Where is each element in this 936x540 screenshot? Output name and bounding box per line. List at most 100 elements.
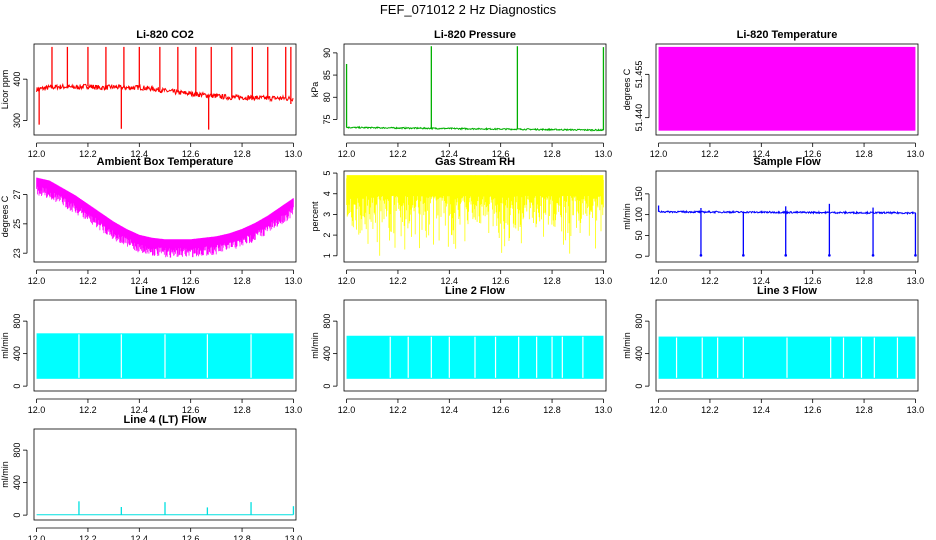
x-tick-label: 12.8: [855, 405, 873, 415]
x-tick-label: 12.6: [492, 149, 510, 159]
panel-ambient_temp: Ambient Box Temperature degrees C 12.0 12.2…: [0, 156, 302, 286]
x-tick-label: 12.0: [28, 276, 46, 286]
panel-title: Line 4 (LT) Flow: [124, 414, 207, 426]
panel-title: Li-820 Temperature: [737, 29, 838, 41]
x-tick-label: 12.4: [441, 276, 459, 286]
x-axis: 12.0 12.2 12.4 12.6 12.8 13.0: [28, 527, 302, 540]
panel-line3: Line 3 Flow ml/min 12.0 12.2 12.4 12.6 12.8 13.…: [622, 285, 924, 415]
plot-frame: [343, 43, 607, 136]
x-tick-label: 12.8: [855, 276, 873, 286]
y-axis-label: degrees C: [0, 195, 10, 237]
x-tick-label: 12.4: [131, 149, 149, 159]
y-axis-label: ml/min: [622, 332, 632, 359]
x-tick-label: 12.6: [182, 534, 200, 540]
series-line2: [346, 335, 604, 379]
y-tick-label: 400: [12, 72, 22, 87]
y-axis: 23 25 27: [12, 189, 28, 258]
x-axis: 12.0 12.2 12.4 12.6 12.8 13.0: [650, 398, 924, 415]
y-axis: 51.440 51.455: [634, 61, 650, 132]
x-tick-label: 12.4: [131, 405, 149, 415]
panel-gas_rh: Gas Stream RH percent 12.0 12.2 12.4 12.6 12.8…: [310, 156, 612, 286]
x-tick-label: 12.4: [753, 405, 771, 415]
x-tick-label: 12.2: [79, 405, 97, 415]
x-tick-label: 12.6: [804, 405, 822, 415]
y-axis-label: ml/min: [622, 203, 632, 230]
y-axis-label: ml/min: [0, 461, 10, 488]
x-tick-label: 12.2: [79, 534, 97, 540]
x-tick-label: 12.2: [79, 276, 97, 286]
dip-point: [914, 254, 917, 257]
y-tick-label: 2: [322, 233, 332, 238]
value-band: [658, 46, 916, 131]
x-tick-label: 12.0: [338, 149, 356, 159]
x-tick-label: 12.8: [233, 149, 251, 159]
x-axis: 12.0 12.2 12.4 12.6 12.8 13.0: [650, 269, 925, 286]
x-tick-label: 12.2: [701, 149, 719, 159]
y-axis-label: degrees C: [622, 68, 632, 110]
figure-title: FEF_071012 2 Hz Diagnostics: [380, 2, 557, 17]
x-tick-label: 13.0: [907, 149, 925, 159]
series-line4: [36, 501, 295, 516]
y-axis: 0 400 800: [12, 314, 28, 389]
plot-frame: [655, 299, 919, 392]
x-tick-label: 12.6: [182, 276, 200, 286]
panel-title: Li-820 CO2: [136, 29, 193, 41]
x-axis: 12.0 12.2 12.4 12.6 12.8 13.0: [650, 142, 925, 159]
x-axis: 12.0 12.2 12.4 12.6 12.8 13.0: [338, 398, 612, 415]
plot-frame: [33, 299, 297, 392]
y-tick-label: 3: [322, 212, 332, 217]
x-tick-label: 12.6: [182, 405, 200, 415]
series-co2: [36, 46, 294, 130]
x-tick-label: 12.4: [131, 276, 149, 286]
dip-point: [699, 254, 703, 257]
y-tick-label: 25: [12, 219, 22, 229]
y-tick-label: 0: [12, 513, 22, 518]
y-tick-label: 400: [634, 346, 644, 361]
series-line1: [36, 333, 294, 379]
panel-title: Ambient Box Temperature: [97, 156, 234, 168]
y-tick-label: 800: [12, 443, 22, 458]
y-tick-label: 90: [322, 48, 332, 58]
x-tick-label: 12.8: [233, 534, 251, 540]
x-tick-label: 13.0: [595, 276, 613, 286]
x-tick-label: 12.6: [492, 405, 510, 415]
series-pressure: [345, 46, 605, 132]
panel-title: Gas Stream RH: [435, 156, 515, 168]
y-tick-label: 80: [322, 92, 332, 102]
x-tick-label: 12.8: [543, 405, 561, 415]
y-tick-label: 400: [12, 346, 22, 361]
y-axis: 300 400: [12, 72, 28, 128]
x-tick-label: 12.2: [701, 405, 719, 415]
rh-trace: [346, 175, 604, 256]
x-tick-label: 12.8: [543, 276, 561, 286]
dip-point: [828, 254, 831, 257]
panel-title: Sample Flow: [753, 156, 821, 168]
y-tick-label: 150: [634, 186, 644, 201]
series-gas_rh: [346, 175, 604, 256]
y-tick-label: 5: [322, 171, 332, 176]
x-tick-label: 13.0: [907, 276, 925, 286]
y-tick-label: 51.440: [634, 104, 644, 132]
x-tick-label: 12.8: [233, 405, 251, 415]
dip-point: [871, 254, 875, 257]
y-tick-label: 400: [322, 346, 332, 361]
panel-licor_temp: Li-820 Temperature degrees C 12.0 12.2 12.4 1…: [622, 29, 924, 159]
y-tick-label: 75: [322, 114, 332, 124]
x-tick-label: 12.4: [753, 276, 771, 286]
y-axis-label: percent: [310, 201, 320, 232]
temperature-trace: [36, 177, 294, 258]
x-tick-label: 12.0: [338, 405, 356, 415]
plot-frame: [655, 43, 919, 136]
x-tick-label: 12.6: [804, 276, 822, 286]
x-tick-label: 12.0: [28, 534, 46, 540]
x-axis: 12.0 12.2 12.4 12.6 12.8 13.0: [338, 142, 612, 159]
x-tick-label: 12.2: [389, 149, 407, 159]
panel-line1: Line 1 Flow ml/min 12.0 12.2 12.4 12.6 12.8 13.…: [0, 285, 302, 415]
x-tick-label: 12.6: [182, 149, 200, 159]
x-tick-label: 12.0: [28, 149, 46, 159]
dip-point: [742, 254, 745, 257]
